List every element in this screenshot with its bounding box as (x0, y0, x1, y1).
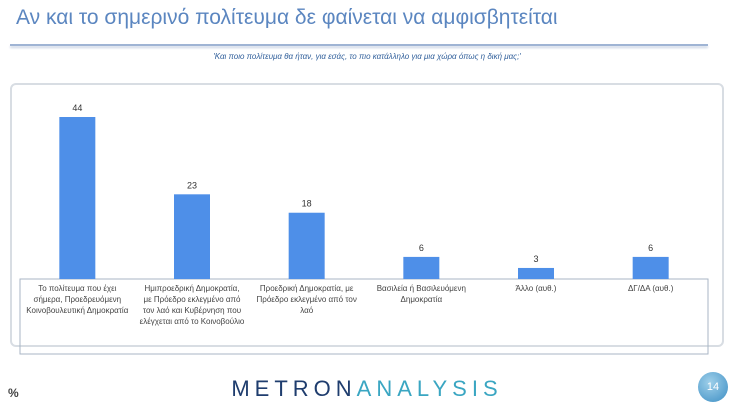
category-label: τον λαό και Κυβέρνηση που (143, 306, 241, 315)
question-subtitle: 'Και ποιο πολίτευμα θα ήταν, για εσάς, τ… (213, 52, 521, 61)
bar (632, 256, 669, 279)
data-label: 3 (533, 254, 538, 264)
page-title: Αν και το σημερινό πολίτευμα δε φαίνεται… (16, 6, 558, 29)
data-label: 23 (187, 180, 197, 190)
bar (518, 267, 554, 279)
data-label: 18 (302, 199, 312, 209)
category-label: ελέγχεται από το Κοινοβούλιο (140, 317, 245, 326)
category-label: Κοινοβουλευτική Δημοκρατία (26, 306, 128, 315)
data-label: 44 (72, 103, 82, 113)
bar (59, 117, 96, 279)
category-label: ΔΓ/ΔΑ (αυθ.) (628, 284, 674, 293)
chart-frame (10, 83, 724, 347)
title-divider (10, 44, 708, 46)
category-label: Δημοκρατία (401, 295, 443, 304)
category-label: Ημιπροεδρική Δημοκρατία, (144, 284, 239, 293)
data-label: 6 (648, 243, 653, 253)
page-number-badge: 14 (698, 372, 728, 402)
unit-label: % (8, 386, 19, 400)
category-label-box (19, 278, 709, 355)
metron-analysis-logo: METRONANALYSIS (231, 376, 503, 401)
category-label: Πρόεδρο εκλεγμένο από τον (257, 295, 357, 304)
bar (174, 194, 210, 279)
category-label: Προεδρική Δημοκρατία, με (260, 284, 354, 293)
category-label: λαό (300, 306, 314, 315)
category-label: Το πολίτευμα που έχει (38, 284, 117, 293)
bar (403, 256, 440, 279)
category-label: σήμερα, Προεδρευόμενη (34, 295, 122, 304)
bar (288, 212, 325, 279)
data-label: 6 (419, 243, 424, 253)
category-label: Βασιλεία ή Βασιλευόμενη (377, 284, 466, 293)
category-label: Άλλο (αυθ.) (516, 284, 557, 293)
category-label: με Πρόεδρο εκλεγμένο από (144, 295, 242, 304)
